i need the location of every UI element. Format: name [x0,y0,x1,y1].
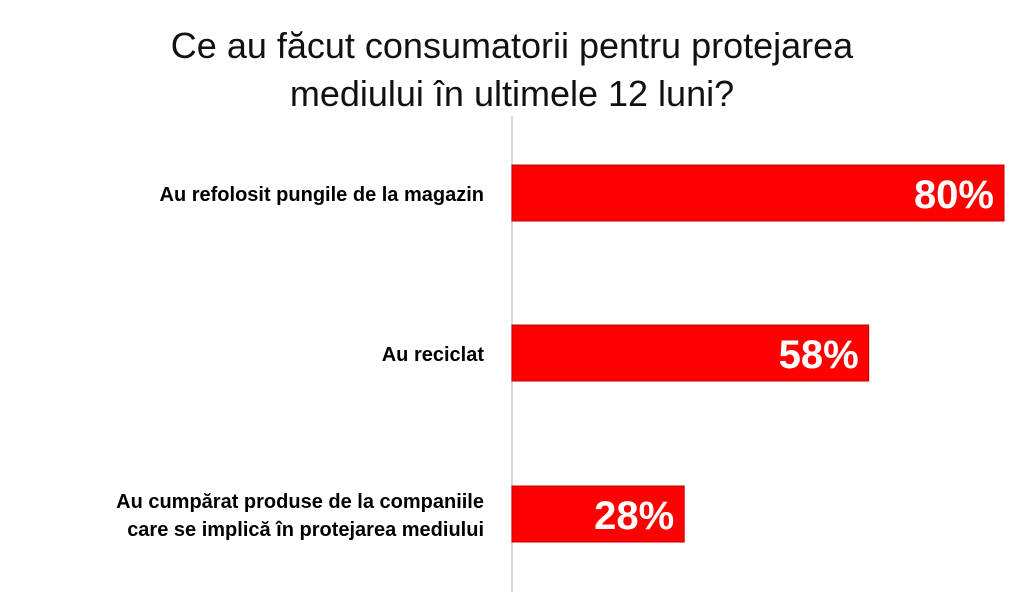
bar [511,164,1005,222]
bar [511,324,870,382]
chart-title: Ce au făcut consumatorii pentru protejar… [170,25,854,114]
data-label: 58% [779,333,859,377]
category-label: care se implică în protejarea mediului [127,519,484,541]
category-label: Au reciclat [382,344,485,366]
data-label: 80% [914,173,994,217]
category-label: Au cumpărat produse de la companiile [116,491,484,513]
bar [511,485,685,543]
data-label: 28% [594,494,674,538]
category-label: Au refolosit pungile de la magazin [160,184,484,206]
